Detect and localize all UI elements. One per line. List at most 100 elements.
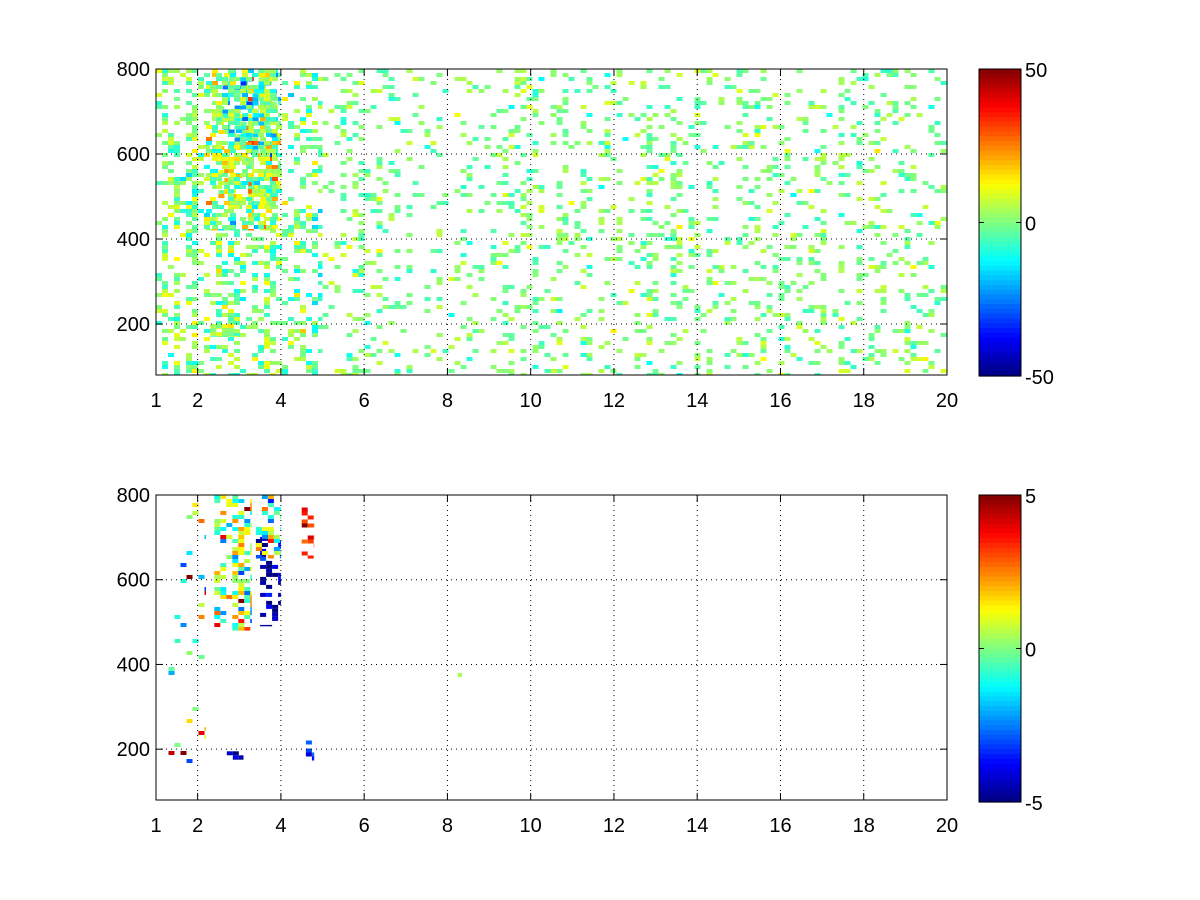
heatmap-cell (186, 719, 193, 723)
heatmap-cell (252, 249, 258, 253)
heatmap-cell (234, 157, 240, 161)
heatmap-cell (568, 145, 575, 149)
heatmap-cell (174, 217, 180, 221)
heatmap-cell (206, 173, 212, 177)
heatmap-cell (586, 309, 593, 313)
heatmap-cell (222, 345, 228, 349)
heatmap-cell (212, 81, 218, 85)
colorbar-bottom: 50-5 (978, 486, 1043, 815)
heatmap-cell (670, 293, 677, 297)
heatmap-cell (460, 253, 467, 257)
heatmap-cell (520, 89, 527, 93)
heatmap-cell (234, 153, 240, 157)
heatmap-cell (646, 265, 653, 269)
heatmap-cell (300, 97, 306, 101)
heatmap-cell (255, 539, 262, 543)
heatmap-cell (260, 125, 266, 129)
heatmap-cell (892, 109, 899, 113)
heatmap-cell (760, 145, 767, 149)
heatmap-cell (278, 185, 281, 189)
heatmap-cell (406, 141, 413, 145)
heatmap-cell (242, 113, 248, 117)
heatmap-cell (246, 137, 252, 141)
heatmap-cell (294, 269, 300, 273)
heatmap-cell (228, 177, 234, 181)
heatmap-cell (156, 93, 162, 97)
heatmap-cell (754, 129, 761, 133)
heatmap-cell (228, 249, 234, 253)
heatmap-cell (784, 285, 791, 289)
heatmap-cell (586, 337, 593, 341)
heatmap-cell (526, 133, 533, 137)
heatmap-cell (724, 317, 731, 321)
heatmap-cell (640, 113, 647, 117)
heatmap-cell (520, 305, 527, 309)
heatmap-cell (562, 233, 569, 237)
heatmap-cell (186, 759, 193, 763)
heatmap-cell (580, 181, 587, 185)
heatmap-cell (616, 229, 623, 233)
heatmap-cell (210, 301, 216, 305)
heatmap-cell (826, 113, 833, 117)
heatmap-cell (712, 281, 719, 285)
heatmap-cell (880, 289, 887, 293)
heatmap-cell (266, 624, 273, 627)
heatmap-cell (222, 161, 228, 165)
heatmap-cell (820, 237, 827, 241)
heatmap-cell (276, 361, 282, 365)
heatmap-cell (700, 329, 707, 333)
heatmap-cell (162, 201, 168, 205)
heatmap-cell (222, 77, 228, 81)
heatmap-cell (260, 189, 266, 193)
heatmap-cell (526, 177, 533, 181)
heatmap-cell (162, 69, 168, 73)
heatmap-cell (574, 225, 581, 229)
heatmap-cell (616, 249, 623, 253)
heatmap-cell (238, 619, 245, 623)
heatmap-cell (162, 105, 168, 109)
heatmap-cell (874, 233, 881, 237)
heatmap-cell (388, 169, 395, 173)
heatmap-cell (248, 69, 254, 73)
heatmap-cell (162, 217, 168, 221)
heatmap-cell (216, 301, 222, 305)
heatmap-cell (264, 205, 270, 209)
heatmap-cell (760, 345, 767, 349)
heatmap-cell (568, 201, 575, 205)
heatmap-cell (808, 105, 815, 109)
heatmap-cell (224, 149, 230, 153)
heatmap-cell (460, 365, 467, 369)
colorbar-swatch (979, 499, 1021, 506)
heatmap-cell (598, 229, 605, 233)
heatmap-cell (838, 77, 845, 81)
heatmap-cell (174, 273, 180, 277)
heatmap-cell (844, 89, 851, 93)
heatmap-cell (538, 209, 545, 213)
heatmap-cell (904, 237, 911, 241)
heatmap-cell (192, 113, 198, 117)
heatmap-cell (260, 93, 266, 97)
heatmap-cell (228, 169, 234, 173)
heatmap-cell (742, 133, 749, 137)
heatmap-cell (808, 337, 815, 341)
heatmap-cell (306, 105, 312, 109)
heatmap-cell (676, 305, 683, 309)
heatmap-cell (520, 213, 527, 217)
heatmap-cell (730, 309, 737, 313)
heatmap-cell (442, 193, 449, 197)
heatmap-cell (334, 289, 341, 293)
heatmap-cell (352, 329, 359, 333)
heatmap-cell (370, 105, 377, 109)
colorbar-swatch (979, 749, 1021, 755)
colorbar-swatch (979, 217, 1021, 224)
heatmap-cell (670, 301, 677, 305)
heatmap-cell (790, 237, 797, 241)
heatmap-cell (278, 592, 281, 597)
heatmap-cell (278, 181, 281, 185)
heatmap-cell (796, 201, 803, 205)
heatmap-cell (904, 337, 911, 341)
heatmap-cell (214, 519, 221, 523)
heatmap-cell (222, 125, 228, 129)
heatmap-cell (216, 321, 222, 325)
